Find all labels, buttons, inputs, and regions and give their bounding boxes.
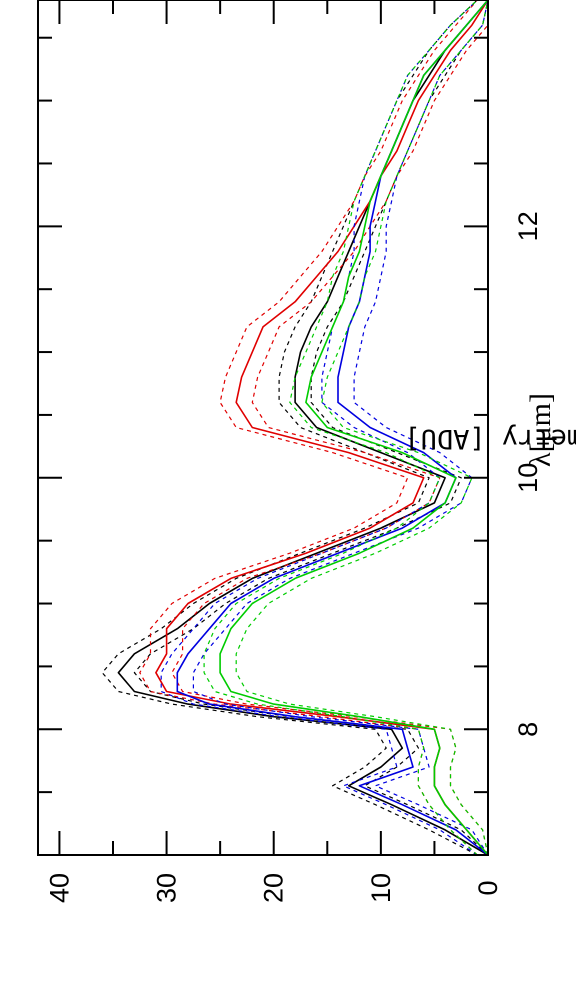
y-ticks: [58, 0, 436, 855]
y-tick-labels: 0 10 20 30 40: [44, 873, 503, 903]
x-ticks: [38, 36, 488, 794]
plot-frame: [37, 0, 489, 856]
y-tick-label: 40: [44, 873, 74, 903]
series-line-8: [192, 0, 489, 856]
series-line-4: [139, 0, 478, 856]
series-line-11: [235, 0, 489, 856]
y-tick-label: 10: [366, 873, 396, 903]
x-tick-label: 8: [513, 722, 543, 737]
series-line-10: [203, 0, 478, 856]
y-tick-label: 30: [152, 873, 182, 903]
x-tick-labels: 8 10 12: [513, 211, 543, 737]
x-tick-label: 12: [513, 211, 543, 241]
y-tick-label: 20: [259, 873, 289, 903]
x-tick-label: 10: [513, 463, 543, 493]
y-axis-title: Mean Photometry [ADU]: [404, 423, 576, 454]
series-line-9: [219, 0, 489, 856]
series-layer: [101, 0, 489, 856]
y-tick-label: 0: [473, 880, 503, 895]
x-axis-title: λ[μm]: [524, 393, 557, 467]
